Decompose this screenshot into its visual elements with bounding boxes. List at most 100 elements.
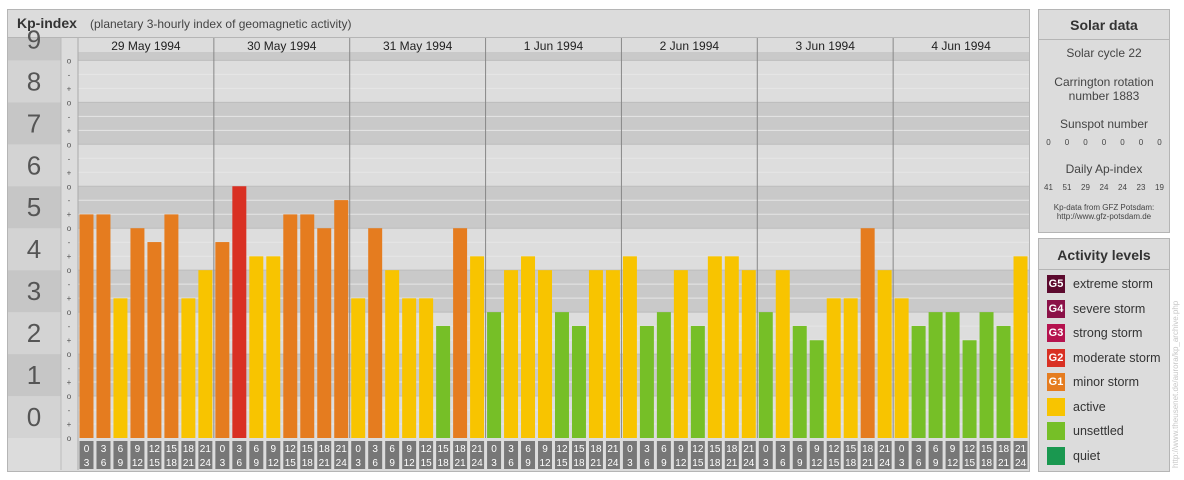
y-tick-label: 9 xyxy=(27,24,41,54)
hour-box xyxy=(571,441,586,469)
hour-box xyxy=(266,441,281,469)
kp-bar xyxy=(639,325,654,438)
y-subtick-label: + xyxy=(67,168,72,177)
hour-box xyxy=(962,441,977,469)
day-label: 3 Jun 1994 xyxy=(796,39,856,53)
y-tick-label: 0 xyxy=(27,402,41,432)
y-subtick-label: - xyxy=(68,322,71,331)
ap-value: 51 xyxy=(1062,183,1072,192)
kp-bar xyxy=(996,325,1011,438)
hour-start-label: 18 xyxy=(862,444,874,455)
hour-end-label: 15 xyxy=(828,458,840,469)
hour-start-label: 21 xyxy=(200,444,212,455)
hour-box xyxy=(470,441,485,469)
sunspot-value: 0 xyxy=(1046,138,1051,147)
hour-start-label: 3 xyxy=(372,444,378,455)
day-label: 2 Jun 1994 xyxy=(660,39,720,53)
activity-level-swatch: G5 xyxy=(1047,275,1065,293)
hour-end-label: 3 xyxy=(84,458,90,469)
activity-levels-title: Activity levels xyxy=(1057,247,1151,263)
hour-box xyxy=(385,441,400,469)
hour-end-label: 3 xyxy=(220,458,226,469)
carrington-line-2: number 1883 xyxy=(1068,89,1140,103)
carrington-line-1: Carrington rotation xyxy=(1054,75,1154,89)
y-axis-band xyxy=(8,38,61,61)
kp-bar xyxy=(436,325,451,438)
sunspot-value: 0 xyxy=(1157,138,1162,147)
kp-bar xyxy=(79,214,94,438)
day-label: 29 May 1994 xyxy=(111,39,181,53)
divider xyxy=(1039,39,1169,40)
activity-level-swatch: G2 xyxy=(1047,348,1065,367)
hour-box xyxy=(605,441,620,469)
hour-start-label: 12 xyxy=(692,444,704,455)
kp-bar xyxy=(809,340,824,438)
kp-bar xyxy=(690,325,705,438)
hour-end-label: 12 xyxy=(811,458,823,469)
y-axis-band xyxy=(8,60,61,103)
activity-level-swatch: G4 xyxy=(1047,299,1065,318)
source-link[interactable]: http://www.gfz-potsdam.de xyxy=(1056,212,1152,221)
source-line-1: Kp-data from GFZ Potsdam: xyxy=(1053,203,1155,212)
hour-start-label: 9 xyxy=(542,444,548,455)
y-axis-band xyxy=(8,354,61,397)
hour-start-label: 0 xyxy=(355,444,361,455)
hour-start-label: 9 xyxy=(271,444,277,455)
y-subtick-label: - xyxy=(68,364,71,373)
hour-box xyxy=(147,441,162,469)
kp-bar xyxy=(266,256,281,438)
y-tick-label: 7 xyxy=(27,108,41,138)
kp-chart-panel: Kp-index (planetary 3-hourly index of ge… xyxy=(7,9,1030,472)
y-subtick-label: o xyxy=(67,98,72,107)
activity-level-label: strong storm xyxy=(1073,326,1143,340)
hour-start-label: 21 xyxy=(336,444,348,455)
hour-start-label: 15 xyxy=(981,444,993,455)
hour-end-label: 24 xyxy=(879,458,891,469)
kp-bar xyxy=(911,325,926,438)
day-label: 31 May 1994 xyxy=(383,39,453,53)
kp-bar xyxy=(622,256,637,438)
y-subtick-label: - xyxy=(68,238,71,247)
y-subtick-label: - xyxy=(68,112,71,121)
activity-level-swatch xyxy=(1047,446,1065,465)
hour-end-label: 18 xyxy=(845,458,857,469)
hour-box xyxy=(775,441,790,469)
kp-bar xyxy=(385,270,400,438)
hour-box xyxy=(555,441,569,469)
kp-bar xyxy=(130,228,145,438)
hour-box xyxy=(996,441,1011,469)
y-subtick-label: o xyxy=(67,350,72,359)
y-subtick-label: o xyxy=(67,182,72,191)
credit-url: http://www.theusenet.de/aurora/kp_archiv… xyxy=(1171,300,1180,468)
hour-start-label: 12 xyxy=(828,444,840,455)
activity-level-label: extreme storm xyxy=(1073,277,1153,291)
hour-box xyxy=(215,441,230,469)
hour-start-label: 21 xyxy=(1015,444,1027,455)
kp-bar xyxy=(945,312,960,438)
y-subtick-label: + xyxy=(67,126,72,135)
y-subtick-label: o xyxy=(67,224,72,233)
kp-bar xyxy=(928,312,943,438)
hour-end-label: 24 xyxy=(200,458,212,469)
hour-end-label: 21 xyxy=(726,458,738,469)
solar-cycle: Solar cycle 22 xyxy=(1066,46,1142,60)
hour-end-label: 18 xyxy=(981,458,993,469)
y-subtick-label: - xyxy=(68,154,71,163)
y-tick-label: 8 xyxy=(27,66,41,96)
hour-end-label: 21 xyxy=(319,458,331,469)
y-tick-label: 2 xyxy=(27,318,41,348)
kp-bar xyxy=(826,298,841,438)
kp-bar xyxy=(673,270,688,438)
hour-end-label: 21 xyxy=(455,458,467,469)
hour-end-label: 3 xyxy=(763,458,769,469)
kp-bar xyxy=(605,270,620,438)
kp-bar xyxy=(419,298,434,438)
activity-level-label: moderate storm xyxy=(1073,350,1161,365)
hour-end-label: 9 xyxy=(254,458,260,469)
hour-end-label: 6 xyxy=(916,458,922,469)
hour-start-label: 6 xyxy=(389,444,395,455)
y-subtick-label: + xyxy=(67,210,72,219)
hour-end-label: 24 xyxy=(336,458,348,469)
kp-bar xyxy=(351,298,366,438)
hour-box xyxy=(198,441,213,469)
